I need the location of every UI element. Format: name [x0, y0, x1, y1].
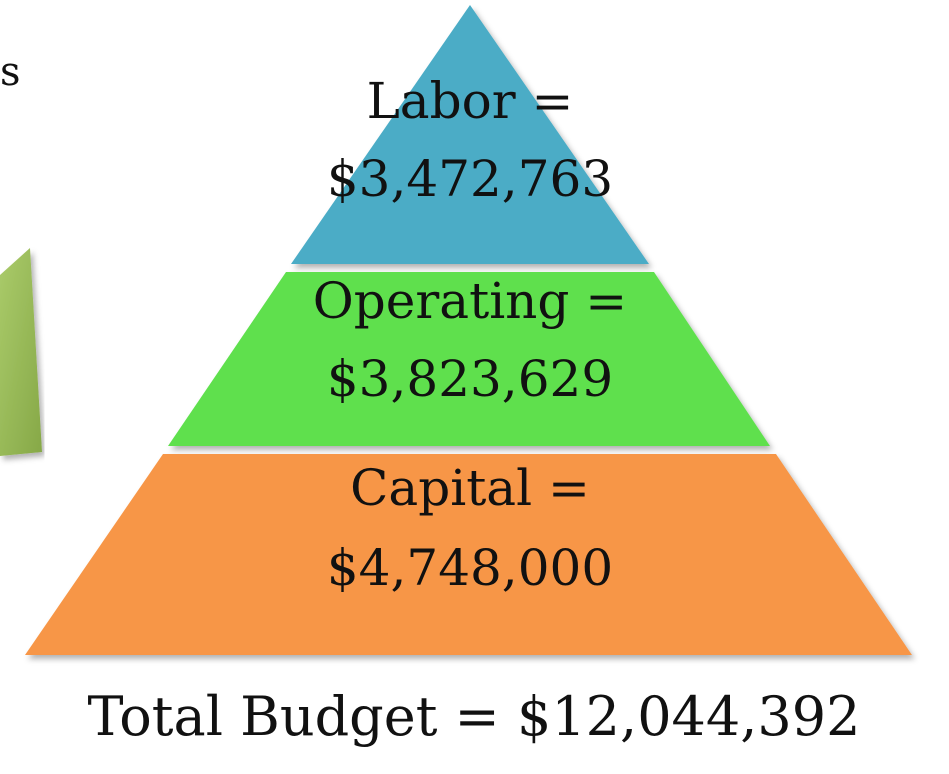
layer-bottom — [25, 454, 912, 655]
text-fragment: s — [0, 49, 21, 95]
pyramid — [25, 5, 912, 655]
layer-middle — [168, 272, 770, 446]
arrow-shape — [0, 248, 42, 456]
layer-amount: $4,748,000 — [327, 539, 613, 597]
total-budget: Total Budget = $12,044,392 — [87, 685, 860, 748]
layer-amount: $3,823,629 — [327, 350, 613, 408]
layer-top — [291, 5, 649, 264]
layer-amount: $3,472,763 — [327, 150, 613, 208]
layer-label: Labor = — [367, 72, 574, 130]
layer-label: Capital = — [350, 459, 590, 517]
layer-label: Operating = — [313, 272, 627, 330]
